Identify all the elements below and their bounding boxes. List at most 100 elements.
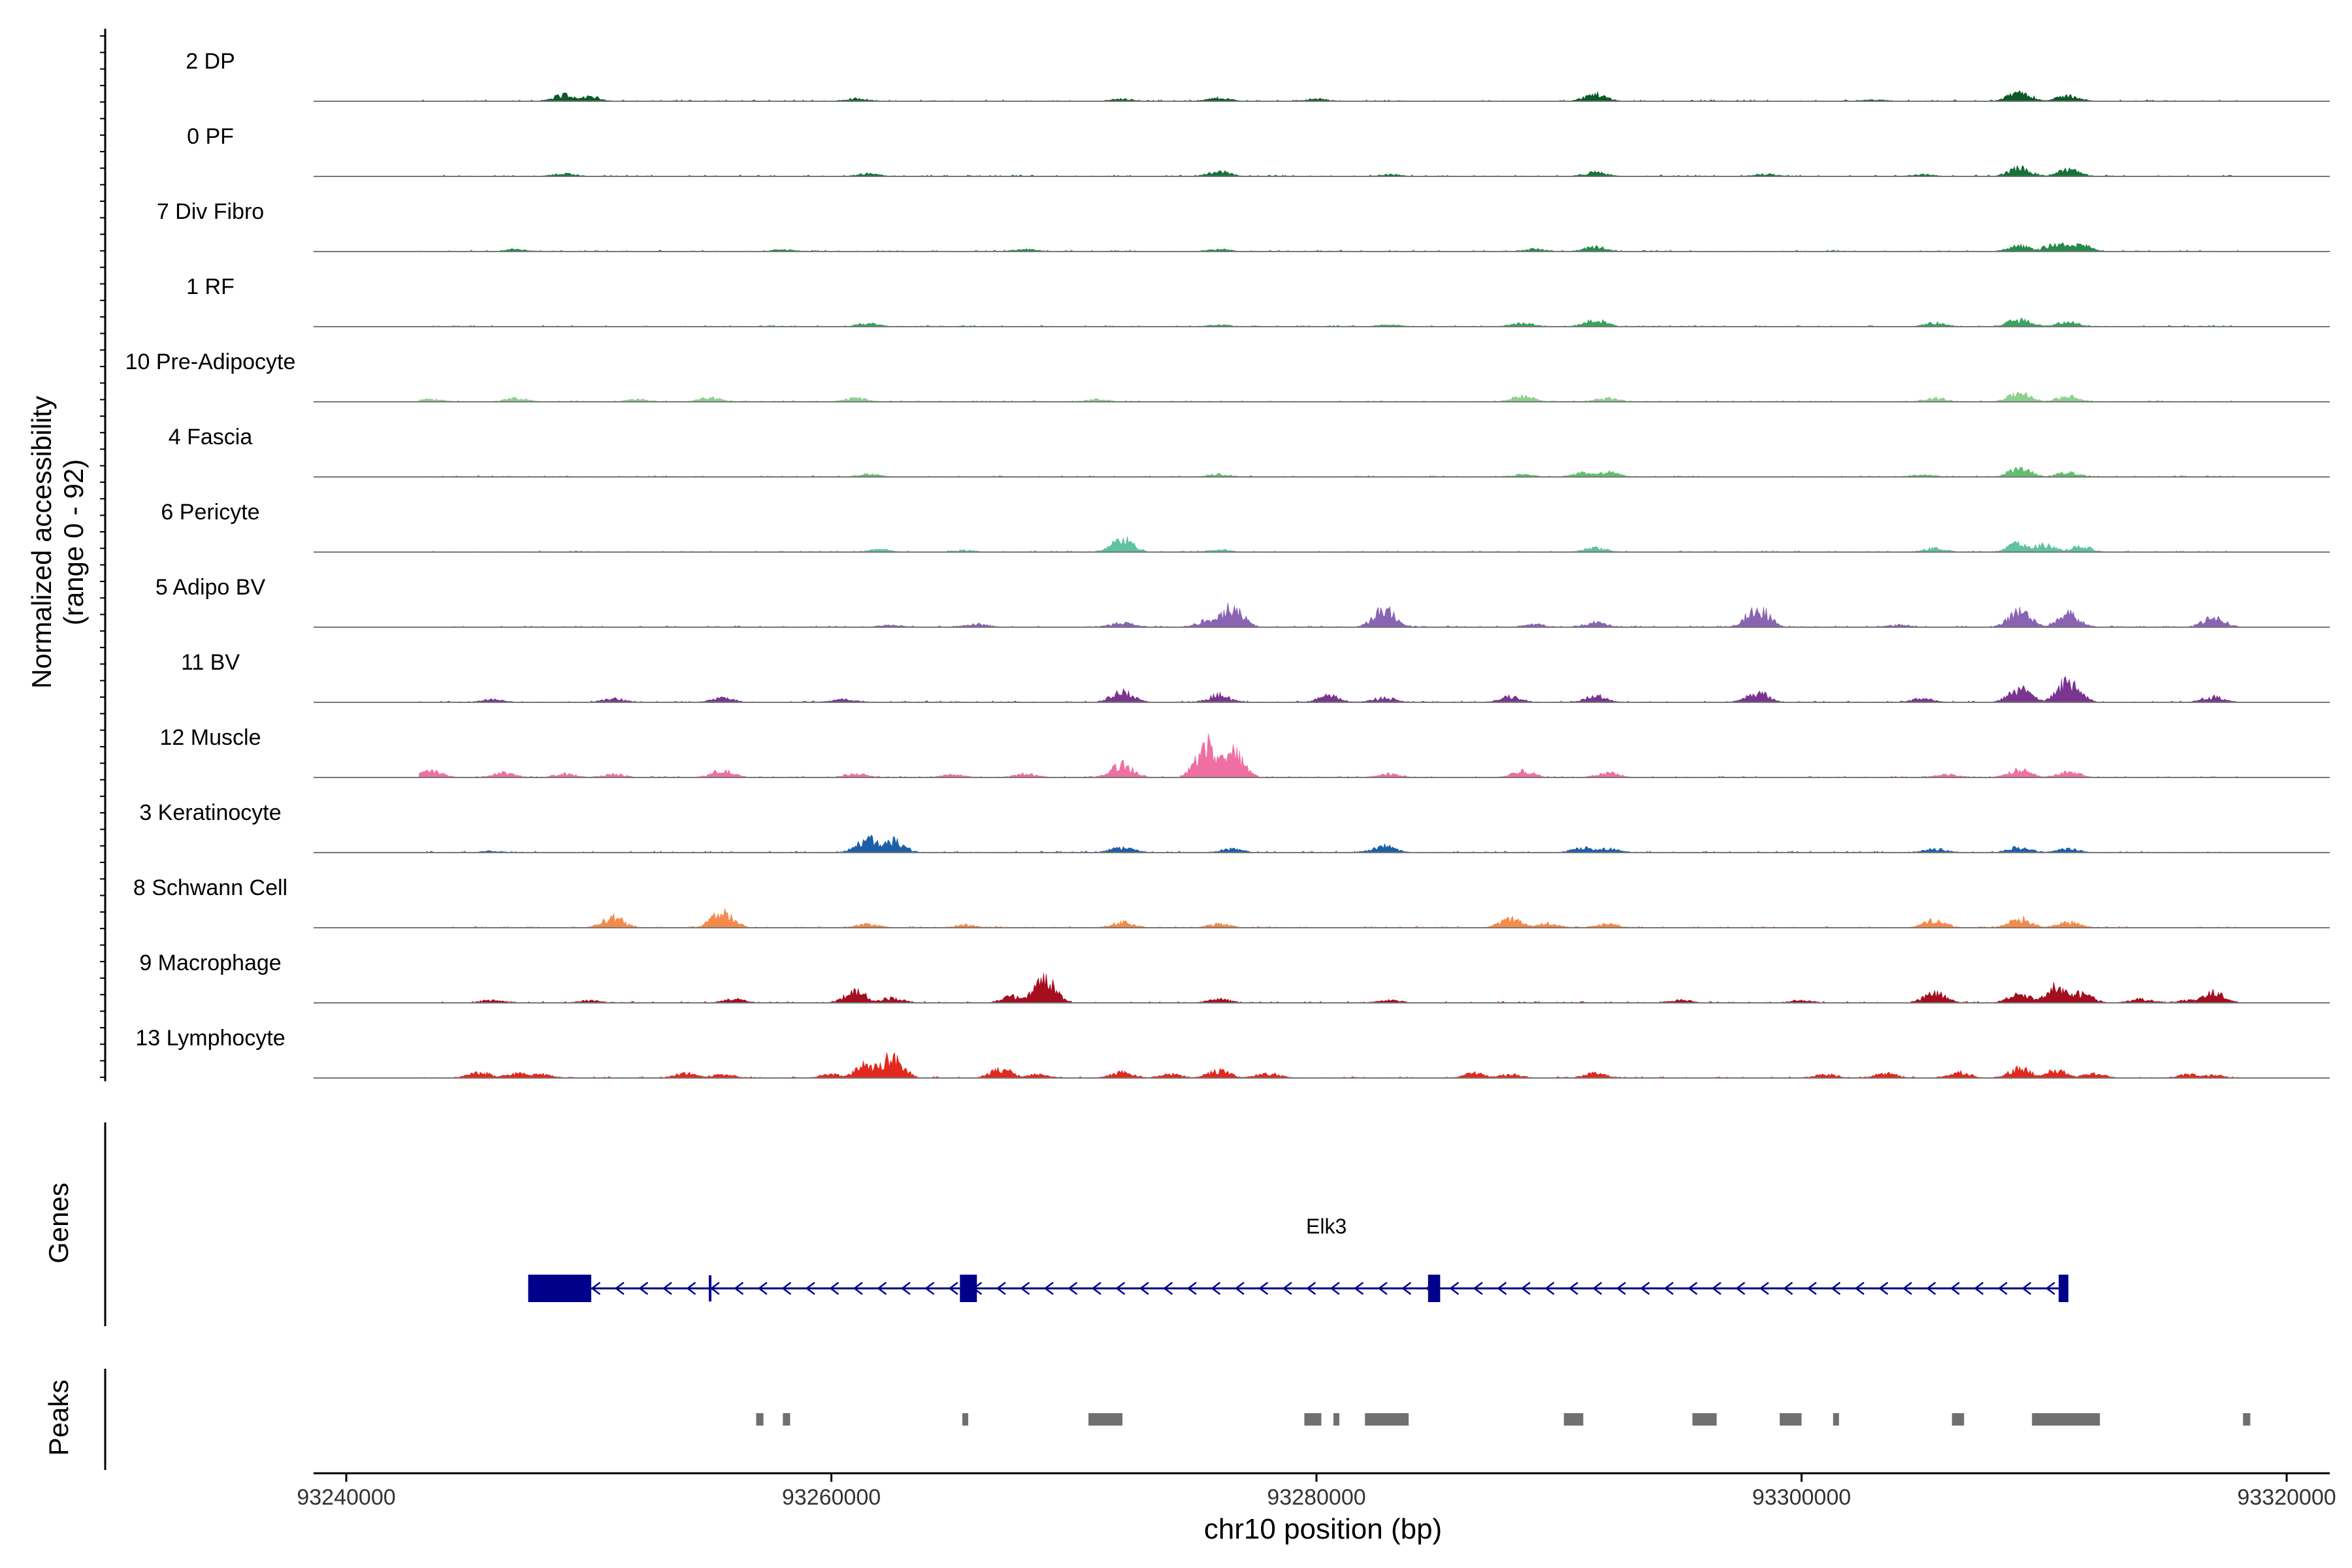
track-coverage-area [418, 242, 2239, 252]
strand-chevron [805, 1282, 815, 1295]
peak-region [1952, 1413, 1965, 1426]
track-label: 8 Schwann Cell [133, 875, 287, 900]
track-coverage-area [418, 90, 2240, 102]
coverage-tracks: 2 DP 0 PF 7 Div Fibro 1 RF 10 Pre-Adipocyte 4… [125, 49, 2330, 1079]
track-11-bv: 11 BV [181, 650, 2330, 703]
track-label: 4 Fascia [169, 425, 253, 449]
strand-chevron [900, 1282, 911, 1295]
peak-region [1333, 1413, 1339, 1426]
x-tick-label: 93320000 [2237, 1485, 2336, 1510]
strand-chevron [614, 1282, 625, 1295]
track-9-macrophage: 9 Macrophage [139, 951, 2330, 1004]
strand-chevron [638, 1282, 649, 1295]
gene-track: Elk3 [528, 1215, 2068, 1302]
x-tick-label: 93240000 [297, 1485, 395, 1510]
x-tick-label: 93300000 [1752, 1485, 1851, 1510]
strand-chevron [1926, 1282, 1936, 1295]
strand-chevron [1234, 1282, 1245, 1295]
strand-chevron [1211, 1282, 1221, 1295]
strand-chevron [1663, 1282, 1674, 1295]
strand-chevron [1091, 1282, 1102, 1295]
track-2-dp: 2 DP [186, 49, 2330, 102]
x-tick-label: 93280000 [1267, 1485, 1365, 1510]
track-coverage-area [418, 676, 2239, 703]
track-coverage-area [418, 317, 2238, 327]
track-10-pre-adipocyte: 10 Pre-Adipocyte [125, 350, 2330, 402]
peak-region [783, 1413, 791, 1426]
track-coverage-area [418, 602, 2239, 628]
track-4-fascia: 4 Fascia [169, 425, 2330, 478]
track-12-muscle: 12 Muscle [160, 725, 2330, 778]
strand-chevron [2045, 1282, 2055, 1295]
peak-region [1692, 1413, 1717, 1426]
strand-chevron [1854, 1282, 1865, 1295]
strand-chevron [1020, 1282, 1030, 1295]
track-0-pf: 0 PF [187, 124, 2330, 177]
strand-chevron [1997, 1282, 2008, 1295]
x-axis-title: chr10 position (bp) [1204, 1513, 1442, 1545]
axes: 93240000 93260000 93280000 93300000 93320000 [100, 29, 2336, 1510]
peak-track [756, 1413, 2251, 1426]
track-coverage-area [418, 834, 2239, 853]
track-7-div-fibro: 7 Div Fibro [157, 199, 2330, 252]
peaks-axis-label: Peaks [43, 1380, 74, 1456]
track-label: 1 RF [186, 274, 235, 299]
strand-chevron [1950, 1282, 1960, 1295]
gene-exon [1428, 1275, 1441, 1302]
strand-chevron [1473, 1282, 1483, 1295]
peak-region [2032, 1413, 2100, 1426]
y-axis-label-line2: (range 0 - 92) [58, 459, 89, 625]
strand-chevron [1592, 1282, 1603, 1295]
strand-chevron [1735, 1282, 1746, 1295]
peak-region [756, 1413, 764, 1426]
peak-region [962, 1413, 968, 1426]
track-1-rf: 1 RF [186, 274, 2330, 327]
strand-chevron [1163, 1282, 1173, 1295]
gene-exon [960, 1275, 977, 1302]
strand-chevron [1354, 1282, 1364, 1295]
strand-chevron [1306, 1282, 1316, 1295]
peak-region [2243, 1413, 2251, 1426]
strand-chevron [1974, 1282, 1984, 1295]
strand-chevron [1759, 1282, 1769, 1295]
strand-chevron [662, 1282, 672, 1295]
peak-region [1780, 1413, 1802, 1426]
track-5-adipo-bv: 5 Adipo BV [155, 575, 2330, 628]
strand-chevron [757, 1282, 768, 1295]
y-axis-label-line1: Normalized accessibility [26, 396, 57, 689]
strand-chevron [710, 1282, 720, 1295]
peak-region [1088, 1413, 1122, 1426]
strand-chevron [1497, 1282, 1507, 1295]
peak-region [1833, 1413, 1839, 1426]
strand-chevron [2021, 1282, 2032, 1295]
track-coverage-area [418, 908, 2240, 928]
track-3-keratinocyte: 3 Keratinocyte [139, 800, 2330, 853]
strand-chevron [853, 1282, 863, 1295]
strand-chevron [1377, 1282, 1388, 1295]
peak-region [1304, 1413, 1322, 1426]
track-label: 13 Lymphocyte [135, 1026, 285, 1051]
track-coverage-area [418, 733, 2239, 778]
track-coverage-area [418, 1052, 2239, 1079]
strand-chevron [948, 1282, 958, 1295]
strand-chevron [1282, 1282, 1292, 1295]
track-label: 5 Adipo BV [155, 575, 266, 600]
strand-chevron [829, 1282, 840, 1295]
strand-chevron [1640, 1282, 1650, 1295]
track-label: 0 PF [187, 124, 234, 149]
track-coverage-area [419, 466, 2238, 478]
strand-chevron [734, 1282, 744, 1295]
strand-chevron [1688, 1282, 1698, 1295]
track-coverage-area [419, 973, 2239, 1004]
genes-axis-label: Genes [43, 1183, 74, 1264]
strand-chevron [1616, 1282, 1626, 1295]
track-label: 6 Pericyte [161, 500, 259, 525]
strand-chevron [1902, 1282, 1912, 1295]
strand-chevron [1831, 1282, 1841, 1295]
strand-chevron [1520, 1282, 1531, 1295]
track-coverage-area [418, 536, 2239, 553]
strand-chevron [781, 1282, 792, 1295]
strand-chevron [1043, 1282, 1054, 1295]
strand-chevron [877, 1282, 887, 1295]
track-label: 3 Keratinocyte [139, 800, 281, 825]
